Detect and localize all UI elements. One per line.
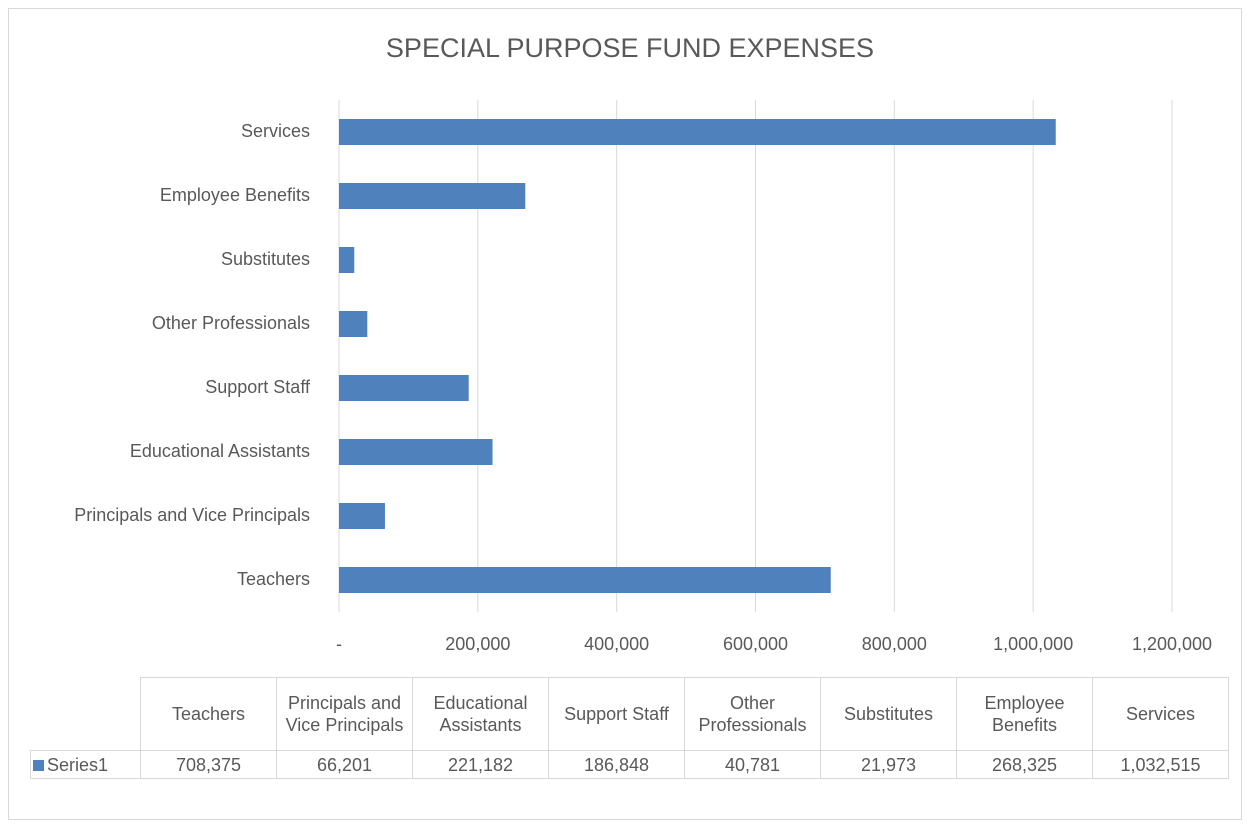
table-header-cell: Employee Benefits	[956, 677, 1093, 751]
y-tick-label: Other Professionals	[152, 313, 310, 333]
y-tick-label: Substitutes	[221, 249, 310, 269]
bar	[339, 183, 526, 209]
table-header-cell: Substitutes	[820, 677, 957, 751]
x-tick-label: 600,000	[723, 634, 788, 654]
legend-swatch	[33, 759, 44, 771]
y-tick-label: Employee Benefits	[160, 185, 310, 205]
bar	[339, 311, 368, 337]
table-header-cell: Support Staff	[548, 677, 685, 751]
bar	[339, 247, 355, 273]
bar	[339, 567, 831, 593]
bar	[339, 503, 385, 529]
x-tick-label: 1,200,000	[1132, 634, 1212, 654]
table-header-cell: Services	[1092, 677, 1229, 751]
table-value-cell: 186,848	[548, 750, 685, 779]
table-value-cell: 708,375	[140, 750, 277, 779]
table-data-row: Series1 708,375 66,201 221,182 186,848 40,781…	[30, 750, 1229, 779]
bar	[339, 119, 1056, 145]
table-value-cell: 268,325	[956, 750, 1093, 779]
table-value-cell: 221,182	[412, 750, 549, 779]
table-header-cell: Educational Assistants	[412, 677, 549, 751]
bar	[339, 439, 493, 465]
table-value-cell: 40,781	[684, 750, 821, 779]
y-tick-label: Educational Assistants	[130, 441, 310, 461]
y-tick-label: Principals and Vice Principals	[74, 505, 310, 525]
data-table: Teachers Principals and Vice Principals Ed…	[30, 677, 1229, 779]
x-tick-label: 400,000	[584, 634, 649, 654]
y-tick-label: Support Staff	[205, 377, 311, 397]
table-header-row: Teachers Principals and Vice Principals Ed…	[30, 677, 1229, 751]
chart-title: SPECIAL PURPOSE FUND EXPENSES	[386, 33, 874, 63]
x-tick-label: -	[336, 634, 342, 654]
x-tick-label: 800,000	[862, 634, 927, 654]
table-value-cell: 1,032,515	[1092, 750, 1229, 779]
y-tick-label: Teachers	[237, 569, 310, 589]
y-tick-label: Services	[241, 121, 310, 141]
legend-label: Series1	[47, 754, 109, 775]
table-value-cell: 21,973	[820, 750, 957, 779]
bar	[339, 375, 469, 401]
x-tick-label: 1,000,000	[993, 634, 1073, 654]
x-tick-label: 200,000	[445, 634, 510, 654]
table-header-cell: Other Professionals	[684, 677, 821, 751]
table-value-cell: 66,201	[276, 750, 413, 779]
table-corner	[30, 677, 141, 751]
table-header-cell: Principals and Vice Principals	[276, 677, 413, 751]
legend-cell: Series1	[30, 750, 141, 779]
chart-border	[8, 8, 1242, 820]
table-header-cell: Teachers	[140, 677, 277, 751]
